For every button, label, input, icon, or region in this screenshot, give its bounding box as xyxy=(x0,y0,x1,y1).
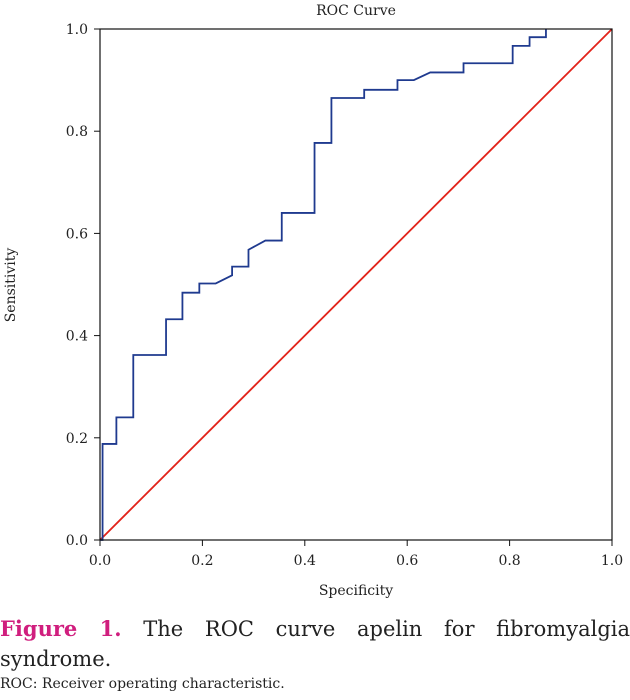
y-tick-label: 0.2 xyxy=(66,431,88,447)
y-axis-ticks: 0.0 0.2 0.4 0.6 0.8 1.0 xyxy=(66,22,100,549)
chart-title: ROC Curve xyxy=(316,3,396,19)
x-axis-label: Specificity xyxy=(319,583,393,599)
y-tick-label: 0.0 xyxy=(66,533,88,549)
y-tick-label: 0.6 xyxy=(66,226,88,242)
x-tick-label: 0.8 xyxy=(498,553,520,569)
x-axis-ticks: 0.0 0.2 0.4 0.6 0.8 1.0 xyxy=(89,540,623,569)
figure-caption: Figure 1. The ROC curve apelin for fibro… xyxy=(0,614,630,674)
x-tick-label: 0.4 xyxy=(294,553,316,569)
reference-diagonal-line xyxy=(99,28,613,541)
figure-caption-text: The ROC curve apelin for fibromyalgia sy… xyxy=(0,617,630,671)
x-tick-label: 0.0 xyxy=(89,553,111,569)
y-tick-label: 1.0 xyxy=(66,22,88,38)
x-tick-label: 0.6 xyxy=(396,553,418,569)
roc-curve-line xyxy=(100,29,547,541)
figure-label: Figure 1. xyxy=(0,616,122,641)
abbreviation-note: ROC: Receiver operating characteristic. xyxy=(0,676,285,692)
y-tick-label: 0.8 xyxy=(66,124,88,140)
y-tick-label: 0.4 xyxy=(66,329,88,345)
roc-chart: ROC Curve 0.00.20.40.60.81.0 0.0 0.2 0.4 0.… xyxy=(3,3,623,599)
plot-area-frame xyxy=(99,28,613,541)
x-tick-label: 1.0 xyxy=(601,553,623,569)
x-tick-label: 0.2 xyxy=(191,553,213,569)
y-axis-label: Sensitivity xyxy=(3,248,19,323)
series-layer xyxy=(99,28,613,541)
